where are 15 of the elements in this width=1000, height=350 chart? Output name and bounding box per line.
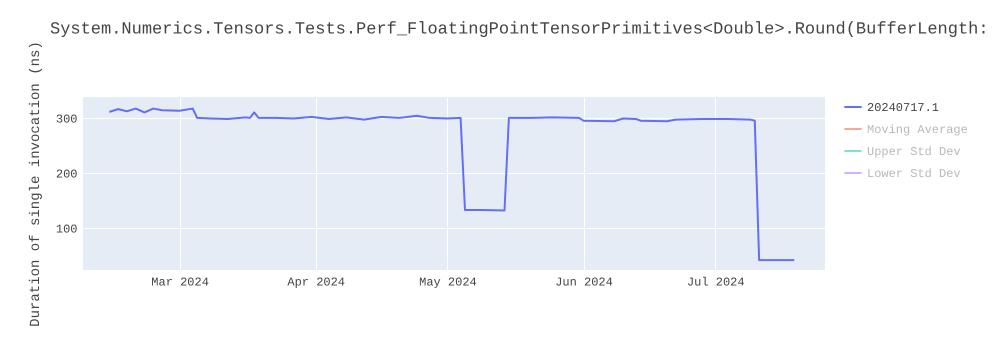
y-tick-label: 200 xyxy=(56,168,78,182)
line-series xyxy=(108,108,796,262)
x-tick-label: Mar 2024 xyxy=(151,276,209,290)
legend-label: 20240717.1 xyxy=(867,101,940,115)
legend-label: Upper Std Dev xyxy=(867,145,961,159)
x-tick-label: May 2024 xyxy=(419,276,477,290)
y-tick-label: 100 xyxy=(56,222,78,237)
legend-label: Lower Std Dev xyxy=(867,167,961,181)
x-tick-label: Apr 2024 xyxy=(287,276,346,290)
legend-label: Moving Average xyxy=(867,123,968,137)
x-tick-label: Jun 2024 xyxy=(555,276,613,290)
x-tick-label: Jul 2024 xyxy=(686,276,745,290)
y-tick-label: 300 xyxy=(56,112,78,126)
chart-title: System.Numerics.Tensors.Tests.Perf_FloatingPointTensorPrimitives<Double>.Round(BufferLength: xyxy=(50,20,989,40)
y-axis-title: Duration of single invocation (ns) xyxy=(28,41,44,327)
